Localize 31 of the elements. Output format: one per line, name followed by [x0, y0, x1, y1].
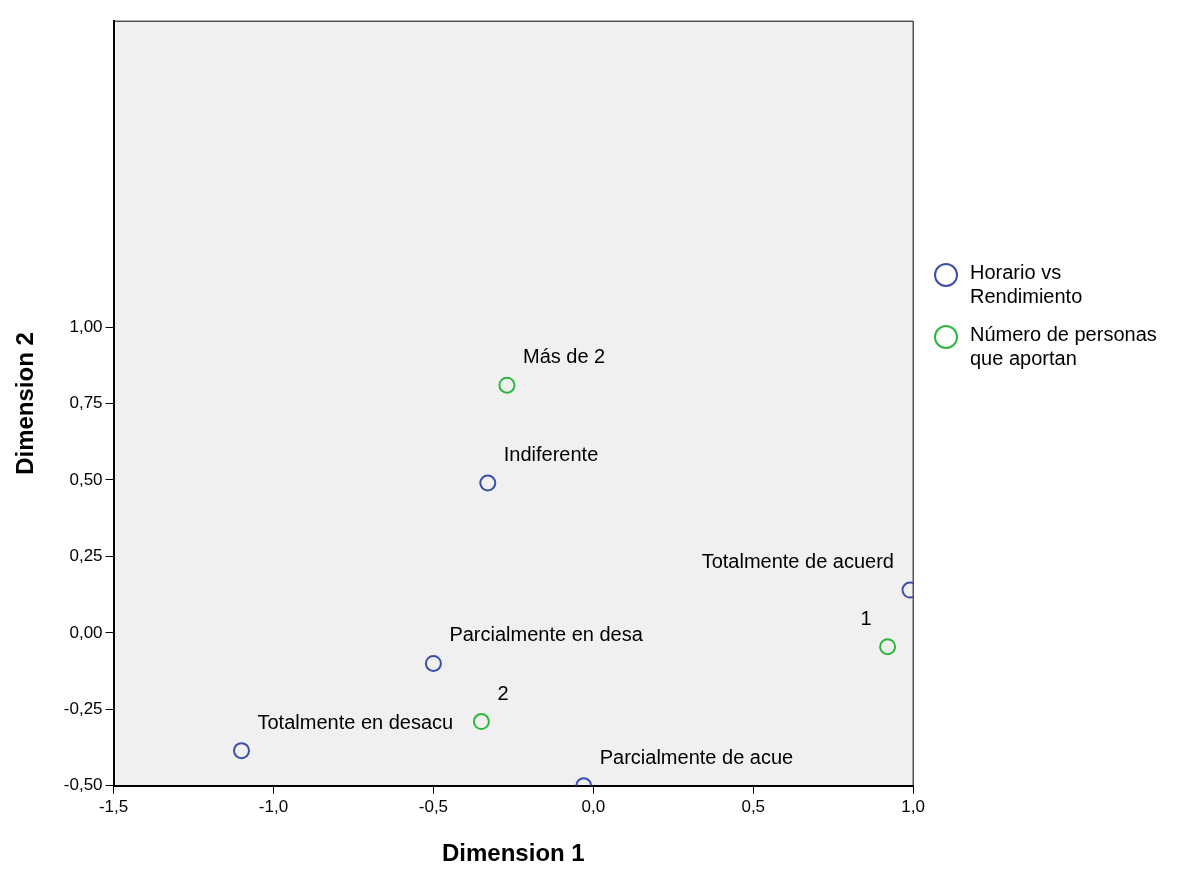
- point: [472, 713, 490, 731]
- legend-label: Número de personas que aportan: [970, 322, 1158, 370]
- point: [232, 742, 250, 760]
- annotation: Más de 2: [522, 345, 606, 368]
- annotation: 1: [860, 606, 872, 629]
- y-tick-label: 1,00: [69, 316, 103, 336]
- y-tick-label: -0,25: [63, 699, 103, 719]
- annotation: Parcialmente en desa: [449, 623, 644, 646]
- legend-label: Horario vs Rendimiento: [970, 260, 1084, 308]
- y-tick-label: -0,50: [63, 775, 103, 795]
- x-tick-label: -1,0: [258, 796, 289, 816]
- x-tick-label: 1,0: [901, 796, 925, 816]
- point: [424, 654, 442, 672]
- y-tick-label: 0,75: [69, 393, 103, 413]
- annotation: Totalmente de acuerd: [701, 550, 894, 573]
- x-tick-label: -1,5: [98, 796, 129, 816]
- y-tick-label: 0,25: [69, 546, 103, 566]
- y-tick-label: 0,50: [69, 469, 103, 489]
- annotation: Parcialmente de acue: [599, 745, 794, 768]
- y-tick-label: 0,00: [69, 622, 103, 642]
- point: [479, 474, 497, 492]
- point: [498, 376, 516, 394]
- x-tick-label: -0,5: [418, 796, 449, 816]
- annotation: Indiferente: [503, 443, 599, 466]
- x-axis-title: Dimension 1: [442, 839, 585, 867]
- annotation: Totalmente en desacu: [257, 710, 454, 733]
- point: [879, 638, 897, 656]
- annotation: 2: [497, 681, 509, 704]
- x-tick-label: 0,5: [741, 796, 766, 816]
- x-tick-label: 0,0: [581, 796, 606, 816]
- y-axis-title: Dimension 2: [11, 332, 39, 475]
